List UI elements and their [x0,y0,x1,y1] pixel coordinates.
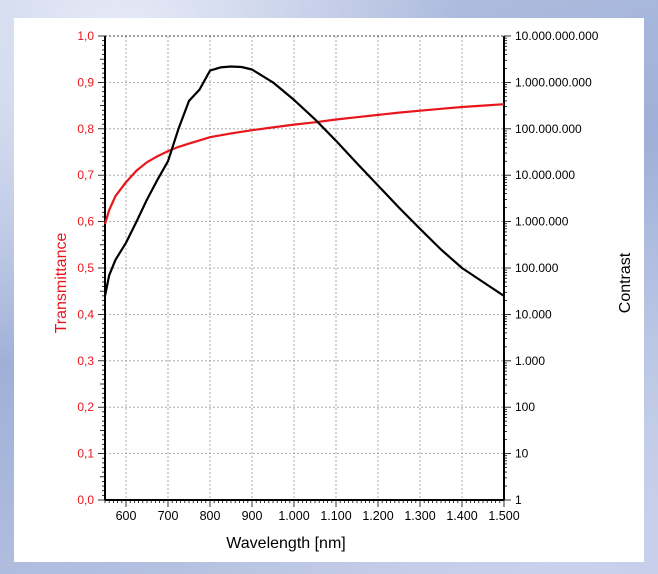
plot-area [105,36,504,500]
right-y-axis-label: Contrast [617,252,634,313]
transmittance-series-line [103,103,505,225]
x-tick-label: 900 [242,509,263,523]
tick-labels: 600 700 800 900 1.000 1.100 1.200 1.300 1.400 1.5… [77,29,598,523]
contrast-series-line [103,65,505,297]
right-tick-label: 100.000 [515,261,559,275]
left-tick-label: 0,9 [77,75,94,89]
x-tick-label: 1.300 [404,509,435,523]
axes [98,35,511,507]
x-tick-label: 800 [200,509,221,523]
x-tick-label: 600 [116,509,137,523]
x-axis-label: Wavelength [nm] [226,535,345,552]
left-tick-label: 0,3 [77,354,94,368]
right-tick-label: 10.000 [515,307,552,321]
right-tick-label: 10 [515,447,529,461]
right-tick-label: 1 [515,493,522,507]
left-tick-label: 0,6 [77,215,94,229]
x-tick-label: 1.000 [278,509,309,523]
right-tick-label: 10.000.000.000 [515,29,599,43]
left-tick-label: 0,2 [77,400,94,414]
x-tick-label: 1.500 [488,509,519,523]
right-tick-label: 100.000.000 [515,122,582,136]
right-tick-label: 1.000.000 [515,215,569,229]
chart-panel: 600 700 800 900 1.000 1.100 1.200 1.300 1.400 1.5… [14,18,644,562]
x-tick-label: 1.200 [362,509,393,523]
right-tick-label: 1.000 [515,354,545,368]
right-tick-label: 10.000.000 [515,168,575,182]
left-tick-label: 0,7 [77,168,94,182]
right-tick-label: 100 [515,400,535,414]
x-tick-label: 1.100 [320,509,351,523]
left-tick-label: 1,0 [77,29,94,43]
x-tick-label: 700 [158,509,179,523]
chart: 600 700 800 900 1.000 1.100 1.200 1.300 1.400 1.5… [53,29,634,552]
series-layer [103,65,505,297]
x-tick-label: 1.400 [446,509,477,523]
left-tick-label: 0,0 [77,493,94,507]
left-tick-label: 0,1 [77,447,94,461]
right-tick-label: 1.000.000.000 [515,75,592,89]
left-tick-label: 0,5 [77,261,94,275]
left-tick-label: 0,8 [77,122,94,136]
left-tick-label: 0,4 [77,307,94,321]
grid [105,36,504,500]
left-y-axis-label: Transmittance [53,233,70,334]
